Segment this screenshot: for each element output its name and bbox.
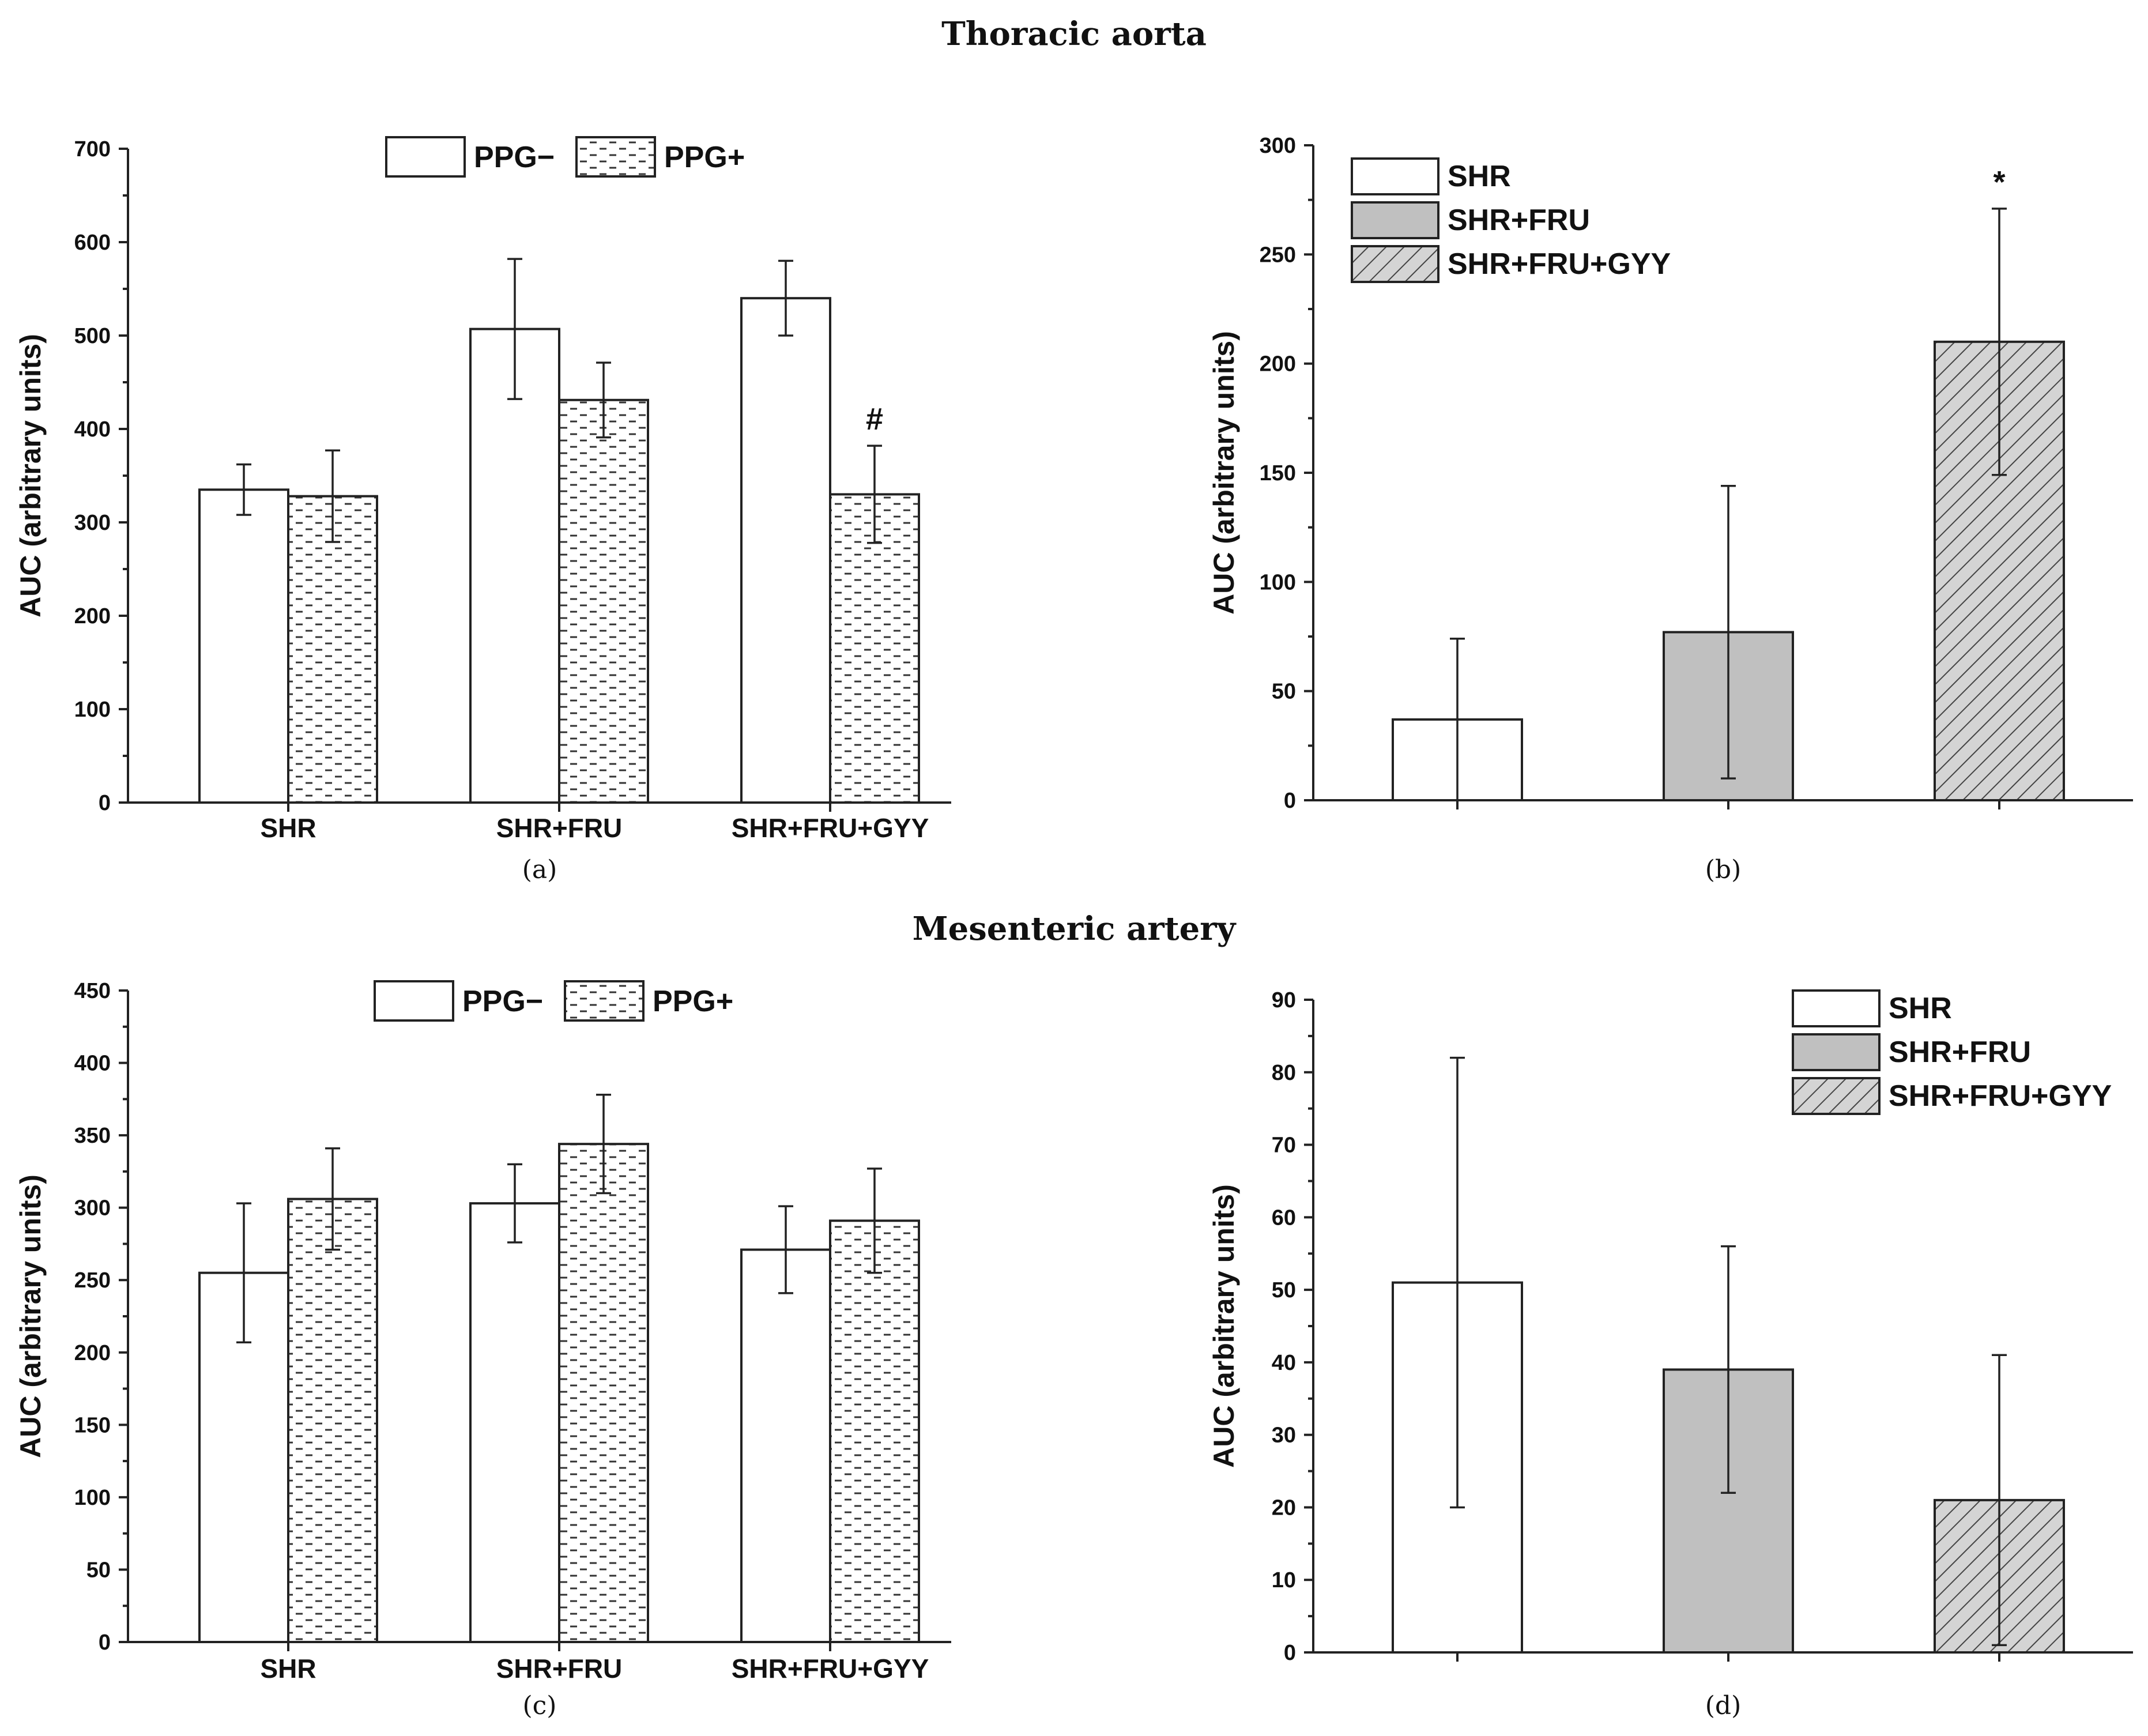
y-tick-label: 0	[1284, 1641, 1296, 1665]
legend-swatch	[1351, 245, 1439, 283]
y-tick-label: 50	[1272, 1278, 1296, 1302]
bar	[558, 1143, 649, 1643]
legend: SHR SHR+FRU SHR+FRU+GYY	[1351, 157, 1671, 283]
legend-label: SHR	[1448, 160, 1511, 193]
section-title-bottom: Mesenteric artery	[913, 910, 1237, 948]
y-tick-label: 250	[74, 1268, 111, 1293]
category-label: SHR	[260, 1654, 316, 1684]
legend: SHR SHR+FRU SHR+FRU+GYY	[1792, 989, 2112, 1115]
legend-swatch	[374, 980, 454, 1022]
panel-label: (c)	[523, 1691, 557, 1720]
bar	[558, 398, 649, 804]
y-tick-label: 450	[74, 979, 111, 1003]
y-tick-label: 70	[1272, 1134, 1296, 1158]
y-axis-title: AUC (arbitrary units)	[1208, 331, 1240, 615]
y-tick-label: 50	[1272, 680, 1296, 704]
panel-label: (d)	[1705, 1691, 1742, 1720]
category-label: SHR+FRU	[496, 813, 623, 843]
bar	[469, 327, 560, 804]
legend-swatch	[1351, 201, 1439, 239]
y-tick-label: 150	[74, 1413, 111, 1437]
legend-label: PPG+	[664, 141, 745, 174]
bar	[469, 1202, 560, 1643]
y-tick-label: 600	[74, 231, 111, 255]
y-tick-label: 350	[74, 1124, 111, 1148]
legend-label: PPG+	[653, 985, 733, 1018]
y-axis-title: AUC (arbitrary units)	[14, 334, 47, 617]
legend-swatch	[1351, 157, 1439, 195]
bar	[287, 495, 378, 804]
y-tick-label: 500	[74, 324, 111, 348]
y-tick-label: 0	[99, 791, 111, 815]
y-tick-label: 0	[1284, 789, 1296, 813]
legend-label: SHR+FRU+GYY	[1448, 247, 1671, 281]
y-tick-label: 90	[1272, 988, 1296, 1012]
y-tick-label: 250	[1260, 243, 1296, 267]
legend-swatch	[1792, 1033, 1881, 1071]
y-tick-label: 700	[74, 137, 111, 161]
bar	[198, 488, 289, 804]
legend-label: SHR+FRU	[1889, 1035, 2031, 1069]
chart-panel-b: 0 50 100 150 200 250 300 AUC (arbitrary units) *…	[1208, 134, 2133, 884]
panel-label: (b)	[1705, 855, 1742, 884]
legend-swatch	[1792, 1077, 1881, 1115]
chart-panel-d: 0 10 20 30 40 50 60 70 80 90 AUC (arbitrary units)…	[1208, 988, 2133, 1720]
y-tick-label: 300	[1260, 134, 1296, 158]
y-axis-title: AUC (arbitrary units)	[1208, 1184, 1240, 1468]
bar	[740, 1248, 831, 1643]
y-tick-label: 200	[74, 1341, 111, 1365]
y-tick-label: 200	[74, 604, 111, 628]
legend-label: SHR+FRU+GYY	[1889, 1079, 2112, 1113]
category-label: SHR	[260, 813, 316, 843]
category-label: SHR+FRU	[496, 1654, 623, 1684]
bar	[829, 493, 920, 804]
y-tick-label: 100	[74, 698, 111, 722]
y-tick-label: 80	[1272, 1061, 1296, 1085]
y-tick-label: 60	[1272, 1206, 1296, 1230]
y-tick-label: 20	[1272, 1496, 1296, 1520]
legend: PPG− PPG+	[385, 136, 745, 178]
y-tick-label: 100	[1260, 570, 1296, 594]
chart-panel-c: 0 50 100 150 200 250 300 350 400 450 AUC (arbitrar…	[14, 979, 951, 1720]
y-tick-label: 300	[74, 1196, 111, 1221]
bar	[829, 1219, 920, 1643]
y-tick-label: 30	[1272, 1424, 1296, 1448]
legend-swatch	[564, 980, 645, 1022]
legend: PPG− PPG+	[374, 980, 733, 1022]
y-tick-label: 400	[74, 1052, 111, 1076]
category-label: SHR+FRU+GYY	[732, 813, 929, 843]
category-label: SHR+FRU+GYY	[732, 1654, 929, 1684]
legend-label: PPG−	[474, 141, 555, 174]
y-tick-label: 200	[1260, 352, 1296, 376]
y-tick-label: 10	[1272, 1568, 1296, 1592]
y-axis-title: AUC (arbitrary units)	[14, 1174, 47, 1458]
y-tick-label: 50	[86, 1558, 111, 1582]
significance-marker: #	[866, 402, 883, 436]
legend-label: SHR+FRU	[1448, 204, 1590, 237]
bar	[740, 297, 831, 804]
chart-panel-a: 0 100 200 300 400 500 600 700 AUC (arbitrary uni…	[14, 136, 951, 884]
y-tick-label: 0	[99, 1630, 111, 1655]
y-tick-label: 300	[74, 511, 111, 535]
significance-marker: *	[1993, 165, 2005, 199]
y-tick-label: 150	[1260, 461, 1296, 485]
legend-swatch	[575, 136, 656, 178]
legend-swatch	[1792, 989, 1881, 1027]
y-tick-label: 100	[74, 1486, 111, 1510]
y-tick-label: 400	[74, 417, 111, 442]
section-title-top: Thoracic aorta	[941, 15, 1207, 53]
legend-label: PPG−	[462, 985, 543, 1018]
bar	[287, 1197, 378, 1644]
legend-swatch	[385, 136, 466, 178]
panel-label: (a)	[522, 855, 557, 884]
legend-label: SHR	[1889, 992, 1952, 1025]
y-tick-label: 40	[1272, 1351, 1296, 1375]
